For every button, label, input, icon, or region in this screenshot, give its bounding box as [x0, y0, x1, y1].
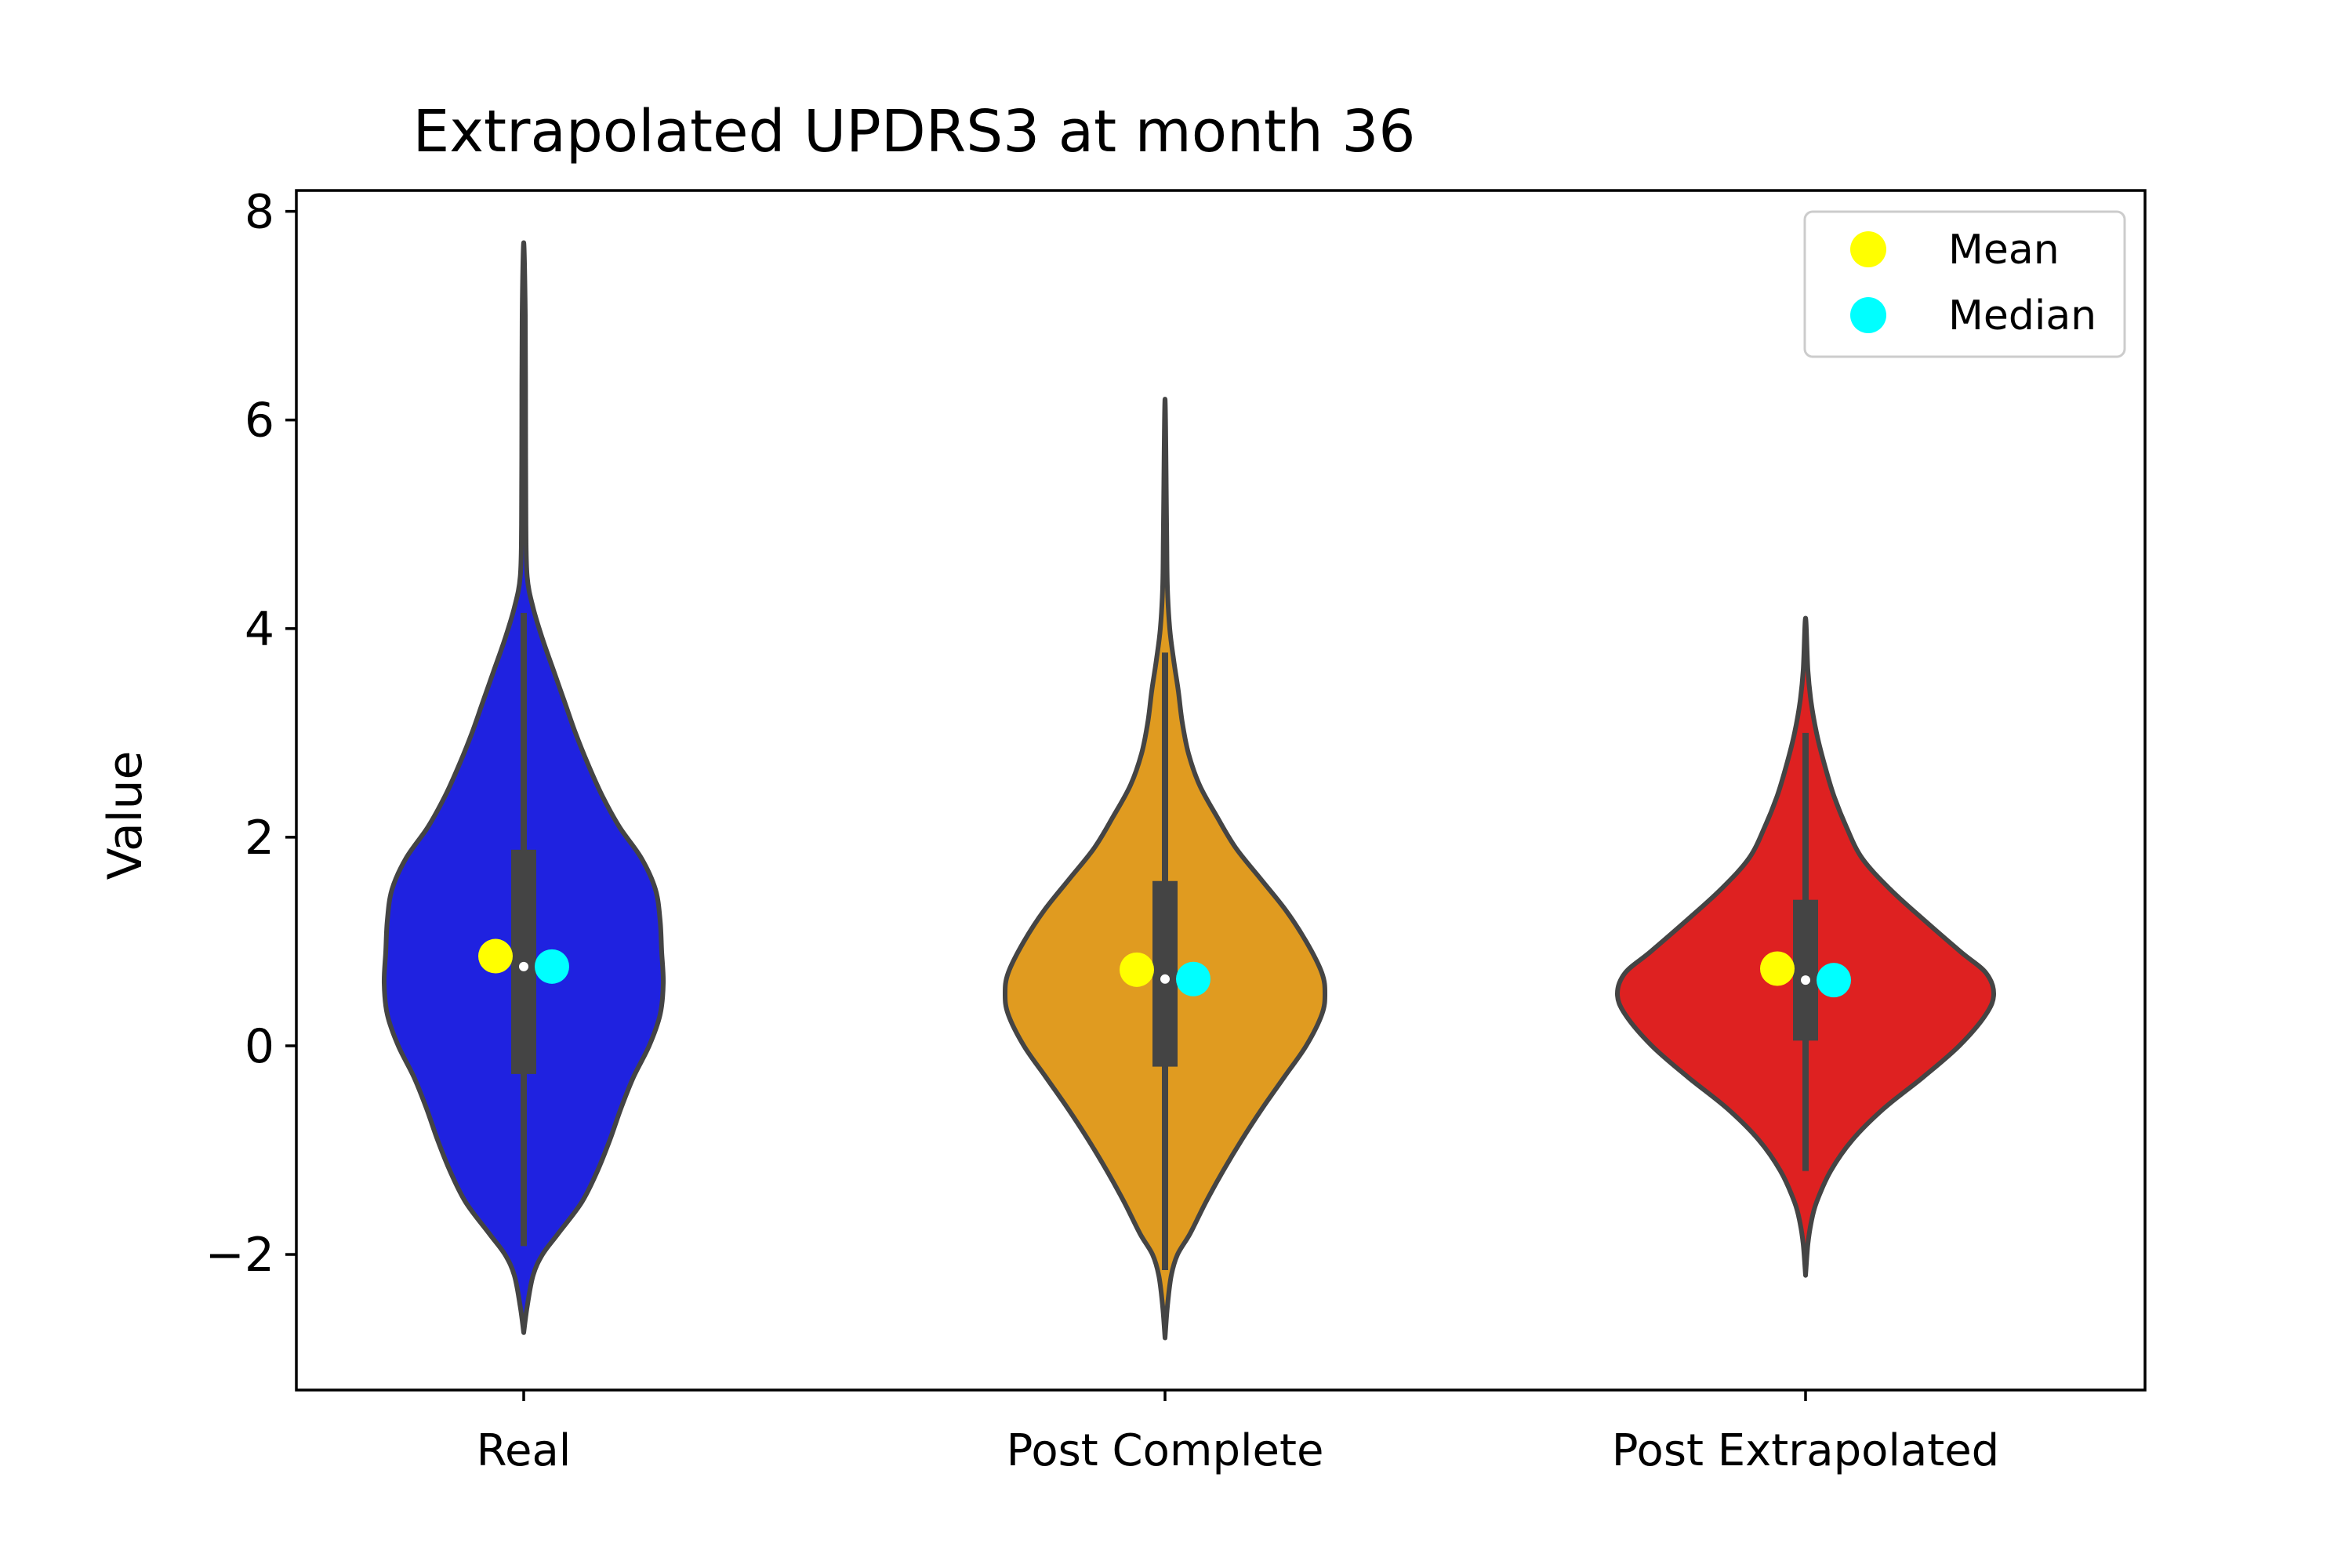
median-marker — [535, 949, 569, 984]
violin-median-dot — [519, 961, 528, 971]
mean-marker — [1760, 951, 1795, 986]
violin-iqr-box — [1152, 880, 1178, 1067]
x-tick-label: Real — [477, 1425, 572, 1476]
violin-median-dot — [1160, 974, 1170, 984]
legend-marker-mean — [1850, 231, 1886, 267]
chart-title: Extrapolated UPDRS3 at month 36 — [412, 98, 1415, 165]
legend-marker-median — [1850, 297, 1886, 333]
x-tick-label: Post Complete — [1007, 1425, 1324, 1476]
y-tick-label: −2 — [205, 1228, 274, 1283]
violin-1 — [381, 240, 666, 1335]
x-tick-label: Post Extrapolated — [1612, 1425, 1999, 1476]
y-axis: −2 0 2 4 6 8 — [205, 185, 296, 1283]
y-tick-label: 8 — [245, 185, 274, 240]
median-marker — [1817, 963, 1851, 998]
violin-median-dot — [1801, 975, 1810, 985]
violin-plot-area — [381, 240, 1996, 1341]
mean-marker — [1120, 952, 1154, 987]
violin-2 — [1003, 397, 1327, 1341]
legend: Mean Median — [1803, 210, 2126, 358]
median-marker — [1176, 961, 1210, 996]
y-tick-label: 0 — [245, 1019, 274, 1074]
y-tick-label: 6 — [245, 394, 274, 448]
violin-iqr-box — [1793, 899, 1818, 1041]
legend-label-mean: Mean — [1948, 227, 2060, 274]
legend-label-median: Median — [1948, 292, 2096, 339]
x-axis: Real Post Complete Post Extrapolated — [477, 1390, 1999, 1476]
mean-marker — [478, 938, 513, 974]
y-tick-label: 4 — [245, 602, 274, 657]
y-tick-label: 2 — [245, 811, 274, 866]
y-axis-label: Value — [98, 751, 153, 880]
violin-3 — [1615, 615, 1996, 1278]
axes-frame — [295, 189, 2147, 1392]
